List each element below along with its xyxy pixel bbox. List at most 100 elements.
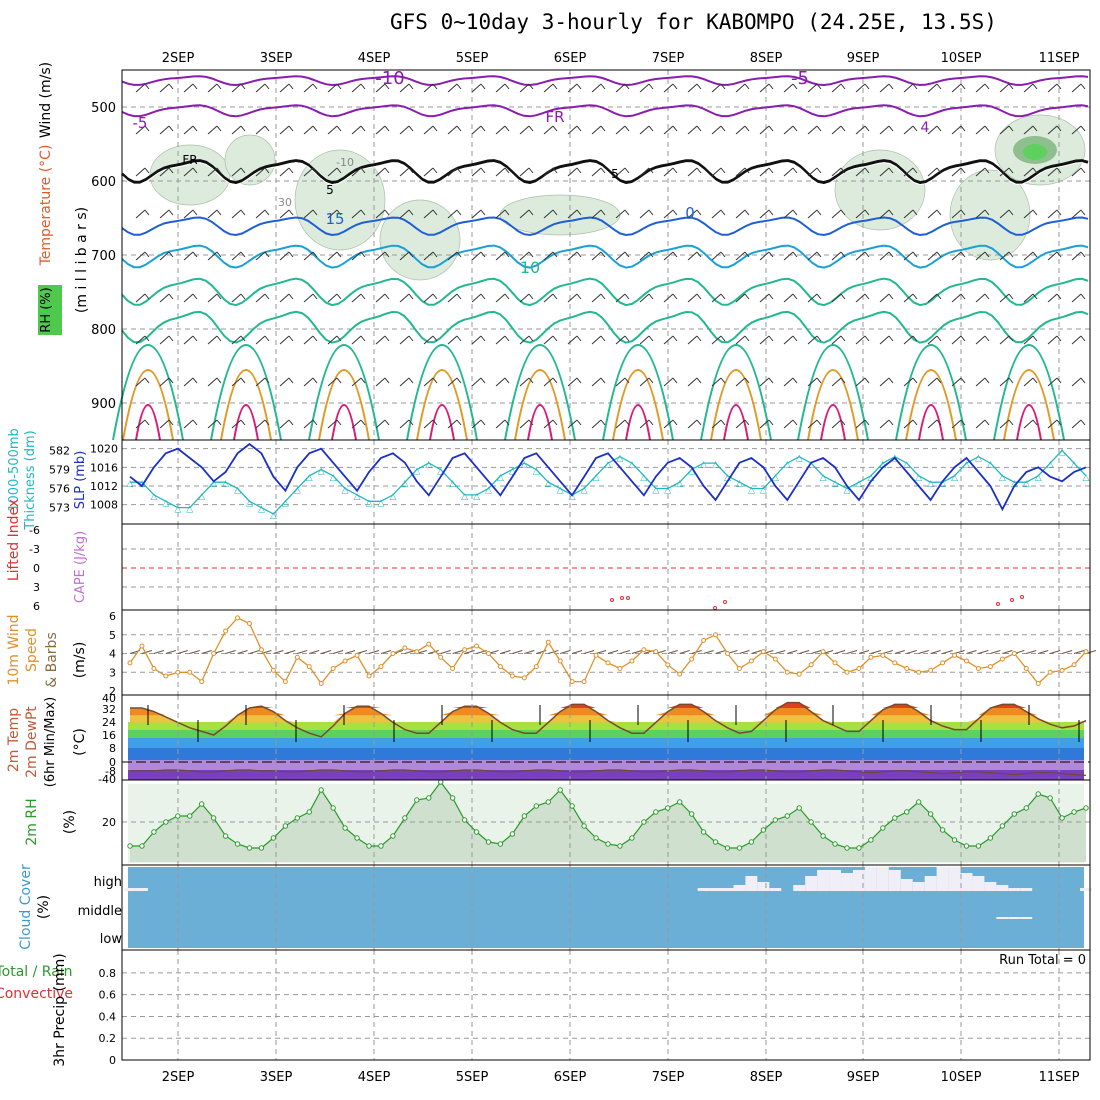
wind-barb-flag xyxy=(432,377,438,384)
rh-tick: 20 xyxy=(102,816,116,829)
wind-barb xyxy=(783,209,794,219)
contour-label: 5 xyxy=(326,183,334,197)
wind-barb-flag xyxy=(384,167,390,174)
wind10m-barb xyxy=(344,650,356,654)
wind-barb-flag xyxy=(192,377,198,384)
wind-barb xyxy=(567,125,578,135)
thickness-marker: △ xyxy=(210,479,217,489)
axis-label-rh-pct: (%) xyxy=(62,810,78,834)
wind-barb xyxy=(303,293,314,303)
rh2m-point xyxy=(521,813,528,819)
wind-barb xyxy=(879,293,890,303)
wind-barb xyxy=(975,377,986,387)
wind-barb-flag xyxy=(840,419,846,426)
rh-shading xyxy=(949,169,1031,261)
wind-barb xyxy=(495,293,506,303)
li-point xyxy=(1010,598,1014,602)
wind10m-point xyxy=(330,666,336,671)
thickness-marker: △ xyxy=(1083,473,1090,483)
wind-barb xyxy=(279,251,290,261)
wind-barb xyxy=(759,251,770,261)
thickness-line xyxy=(130,449,1087,515)
wind-barb xyxy=(135,419,146,429)
rh2m-point xyxy=(210,815,217,821)
wind-barb xyxy=(903,251,914,261)
wind-barb-flag xyxy=(168,251,174,258)
rh2m-point xyxy=(904,809,910,815)
rh2m-panel: 20 2m RH (%) xyxy=(24,779,1091,866)
wind-barb-flag xyxy=(888,125,894,132)
wind-barb-flag xyxy=(744,377,750,384)
wind-barb xyxy=(879,419,890,429)
wind-barb-flag xyxy=(192,83,198,90)
thickness-marker: △ xyxy=(342,486,349,496)
wind-barb-flag xyxy=(672,419,678,426)
thickness-marker: △ xyxy=(832,479,839,489)
rh2m-point xyxy=(473,829,480,835)
wind-barb-flag xyxy=(696,419,702,426)
wind-barb xyxy=(351,125,362,135)
wind-barb xyxy=(375,209,386,219)
cloud-high-bar xyxy=(709,888,722,891)
wind-barb xyxy=(615,335,626,345)
day-label-bottom: 2SEP xyxy=(162,1070,195,1085)
wind10m-point xyxy=(235,615,241,621)
wind-barb xyxy=(231,167,242,177)
wind-barb xyxy=(999,209,1010,219)
wind-barb-flag xyxy=(1008,293,1014,300)
wind10m-barb xyxy=(321,650,332,654)
wind-barb-flag xyxy=(672,377,678,384)
wind-barb-flag xyxy=(216,377,222,384)
wind10m-barb xyxy=(787,650,798,654)
wind10m-point xyxy=(402,645,408,651)
wind-barb xyxy=(567,83,578,93)
wind-barb-flag xyxy=(552,293,558,300)
wind-barb xyxy=(759,419,770,429)
wind-barb xyxy=(975,209,986,219)
wind-barb xyxy=(735,293,746,303)
wind-barb xyxy=(423,83,434,93)
wind-barb-flag xyxy=(552,83,558,90)
wind-barb xyxy=(783,251,794,261)
wind-barb-flag xyxy=(1080,167,1086,174)
rh2m-point xyxy=(700,829,707,835)
wind-barb xyxy=(423,335,434,345)
contour-label: FR xyxy=(545,108,564,126)
thickness-marker: △ xyxy=(927,479,934,489)
wind-barb xyxy=(567,251,578,261)
pressure-tick: 700 xyxy=(91,249,116,264)
wind-barb-flag xyxy=(312,209,318,216)
wind-barb xyxy=(663,377,674,387)
thickness-marker: △ xyxy=(557,486,564,496)
wind10m-point xyxy=(450,666,456,671)
wind-barb-flag xyxy=(888,251,894,258)
wind-barb-flag xyxy=(264,209,270,216)
temp-contour-15 xyxy=(121,277,1089,307)
wind10m-point xyxy=(486,651,491,656)
wind-barb-flag xyxy=(984,293,990,300)
wind-barb-flag xyxy=(936,251,942,258)
thickness-marker: △ xyxy=(222,479,229,489)
wind-barb xyxy=(495,335,506,345)
wind-barb xyxy=(1023,419,1034,429)
wind-barb xyxy=(735,83,746,93)
axis-label-thickness-2: Thickness (dm) xyxy=(23,430,38,530)
rh2m-point xyxy=(1059,815,1065,821)
wind-barb-flag xyxy=(312,293,318,300)
wind-barb-flag xyxy=(504,167,510,174)
wind-barb xyxy=(663,335,674,345)
rh2m-point xyxy=(796,805,802,811)
wind-barb-flag xyxy=(480,335,486,342)
wind-barb xyxy=(831,293,842,303)
wind-barb xyxy=(735,209,746,219)
day-label-bottom: 7SEP xyxy=(652,1070,685,1085)
run-total-label: Run Total = 0 xyxy=(999,953,1086,968)
top-day-labels: 2SEP 3SEP 4SEP 5SEP 6SEP 7SEP 8SEP 9SEP 10SEP 11S… xyxy=(162,51,1080,66)
wind10m-point xyxy=(928,667,934,673)
wind-barb-flag xyxy=(720,335,726,342)
wind-barb xyxy=(951,293,962,303)
wind-barb-flag xyxy=(984,251,990,258)
wind-barb-flag xyxy=(504,125,510,132)
wind-barb-flag xyxy=(912,419,918,426)
wind-barb xyxy=(663,293,674,303)
